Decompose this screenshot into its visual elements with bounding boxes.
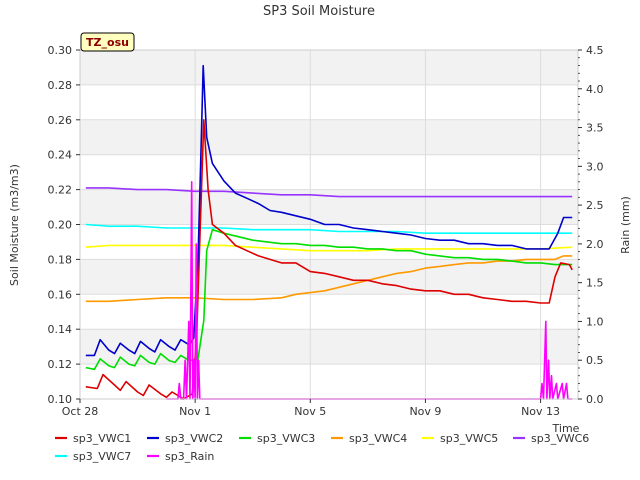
station-badge-text: TZ_osu (86, 36, 129, 49)
x-tick-label: Nov 9 (409, 405, 441, 418)
x-tick-label: Nov 13 (521, 405, 560, 418)
legend-label: sp3_Rain (165, 450, 214, 463)
legend-label: sp3_VWC4 (349, 432, 407, 445)
x-tick-label: Oct 28 (62, 405, 99, 418)
background-band (80, 294, 578, 330)
legend-item-sp3-rain: sp3_Rain (147, 450, 214, 463)
background-band (80, 154, 578, 190)
y-tick-label: 0.26 (48, 114, 73, 127)
background-band (80, 84, 578, 120)
y2-axis-label: Rain (mm) (619, 196, 632, 254)
series-line-sp3-vwc2 (85, 64, 573, 357)
y-tick-label: 0.22 (48, 184, 73, 197)
legend-item-sp3-vwc6: sp3_VWC6 (513, 432, 589, 445)
background-band (80, 224, 578, 260)
y2-tick-label: 4.0 (586, 83, 604, 96)
background-band (80, 259, 578, 295)
right-axis-ticks: 0.0 0.5 1.0 1.5 2.0 2.5 3.0 3.5 4.0 4.5 (578, 44, 604, 406)
y-tick-label: 0.24 (48, 149, 73, 162)
y-tick-label: 0.30 (48, 44, 73, 57)
y-tick-label: 0.28 (48, 79, 73, 92)
x-axis-label: Time (552, 422, 580, 435)
legend-item-sp3-vwc4: sp3_VWC4 (331, 432, 407, 445)
y2-tick-label: 1.0 (586, 315, 604, 328)
y2-tick-label: 4.5 (586, 44, 604, 57)
y2-tick-label: 2.5 (586, 199, 604, 212)
series-line-sp3-vwc5 (85, 244, 573, 252)
legend-item-sp3-vwc7: sp3_VWC7 (55, 450, 131, 463)
background-band (80, 329, 578, 365)
legend-label: sp3_VWC1 (73, 432, 131, 445)
y-tick-label: 0.18 (48, 253, 73, 266)
left-axis-ticks: 0.10 0.12 0.14 0.16 0.18 0.20 0.22 0.24 0.26 0.28… (48, 44, 80, 406)
y2-tick-label: 0.5 (586, 354, 604, 367)
legend-item-sp3-vwc3: sp3_VWC3 (239, 432, 315, 445)
plot-background-bands (80, 50, 578, 399)
series-line-sp3-vwc4 (85, 255, 573, 303)
station-badge: TZ_osu (80, 32, 135, 52)
y-axis-label: Soil Moisture (m3/m3) (8, 164, 21, 286)
y-tick-label: 0.16 (48, 288, 73, 301)
background-band (80, 119, 578, 155)
y-tick-label: 0.14 (48, 323, 73, 336)
background-band (80, 50, 578, 85)
x-tick-label: Nov 5 (294, 405, 326, 418)
y2-tick-label: 3.5 (586, 122, 604, 135)
legend-item-sp3-vwc1: sp3_VWC1 (55, 432, 131, 445)
legend-label: sp3_VWC5 (440, 432, 498, 445)
y2-tick-label: 0.0 (586, 393, 604, 406)
legend-item-sp3-vwc2: sp3_VWC2 (147, 432, 223, 445)
x-tick-label: Nov 1 (179, 405, 211, 418)
series-line-sp3-vwc6 (85, 187, 573, 198)
y-tick-label: 0.12 (48, 358, 73, 371)
legend-label: sp3_VWC6 (531, 432, 589, 445)
station-badge-box (80, 32, 135, 52)
y2-tick-label: 3.0 (586, 160, 604, 173)
legend-label: sp3_VWC3 (257, 432, 315, 445)
legend-label: sp3_VWC2 (165, 432, 223, 445)
series-line-sp3-vwc3 (85, 228, 573, 371)
y2-tick-label: 1.5 (586, 277, 604, 290)
series-line-sp3-vwc1 (85, 119, 573, 400)
legend: sp3_VWC1 sp3_VWC2 sp3_VWC3 sp3_VWC4 sp3_VWC5… (55, 432, 589, 463)
x-axis-ticks: Oct 28 Nov 1 Nov 5 Nov 9 Nov 13 (62, 399, 560, 418)
y-tick-label: 0.10 (48, 393, 73, 406)
legend-label: sp3_VWC7 (73, 450, 131, 463)
series-line-sp3-vwc7 (85, 223, 573, 234)
legend-item-sp3-vwc5: sp3_VWC5 (422, 432, 498, 445)
y2-tick-label: 2.0 (586, 238, 604, 251)
y-tick-label: 0.20 (48, 219, 73, 232)
background-band (80, 189, 578, 225)
background-band (80, 364, 578, 399)
chart-title: SP3 Soil Moisture (263, 4, 375, 19)
